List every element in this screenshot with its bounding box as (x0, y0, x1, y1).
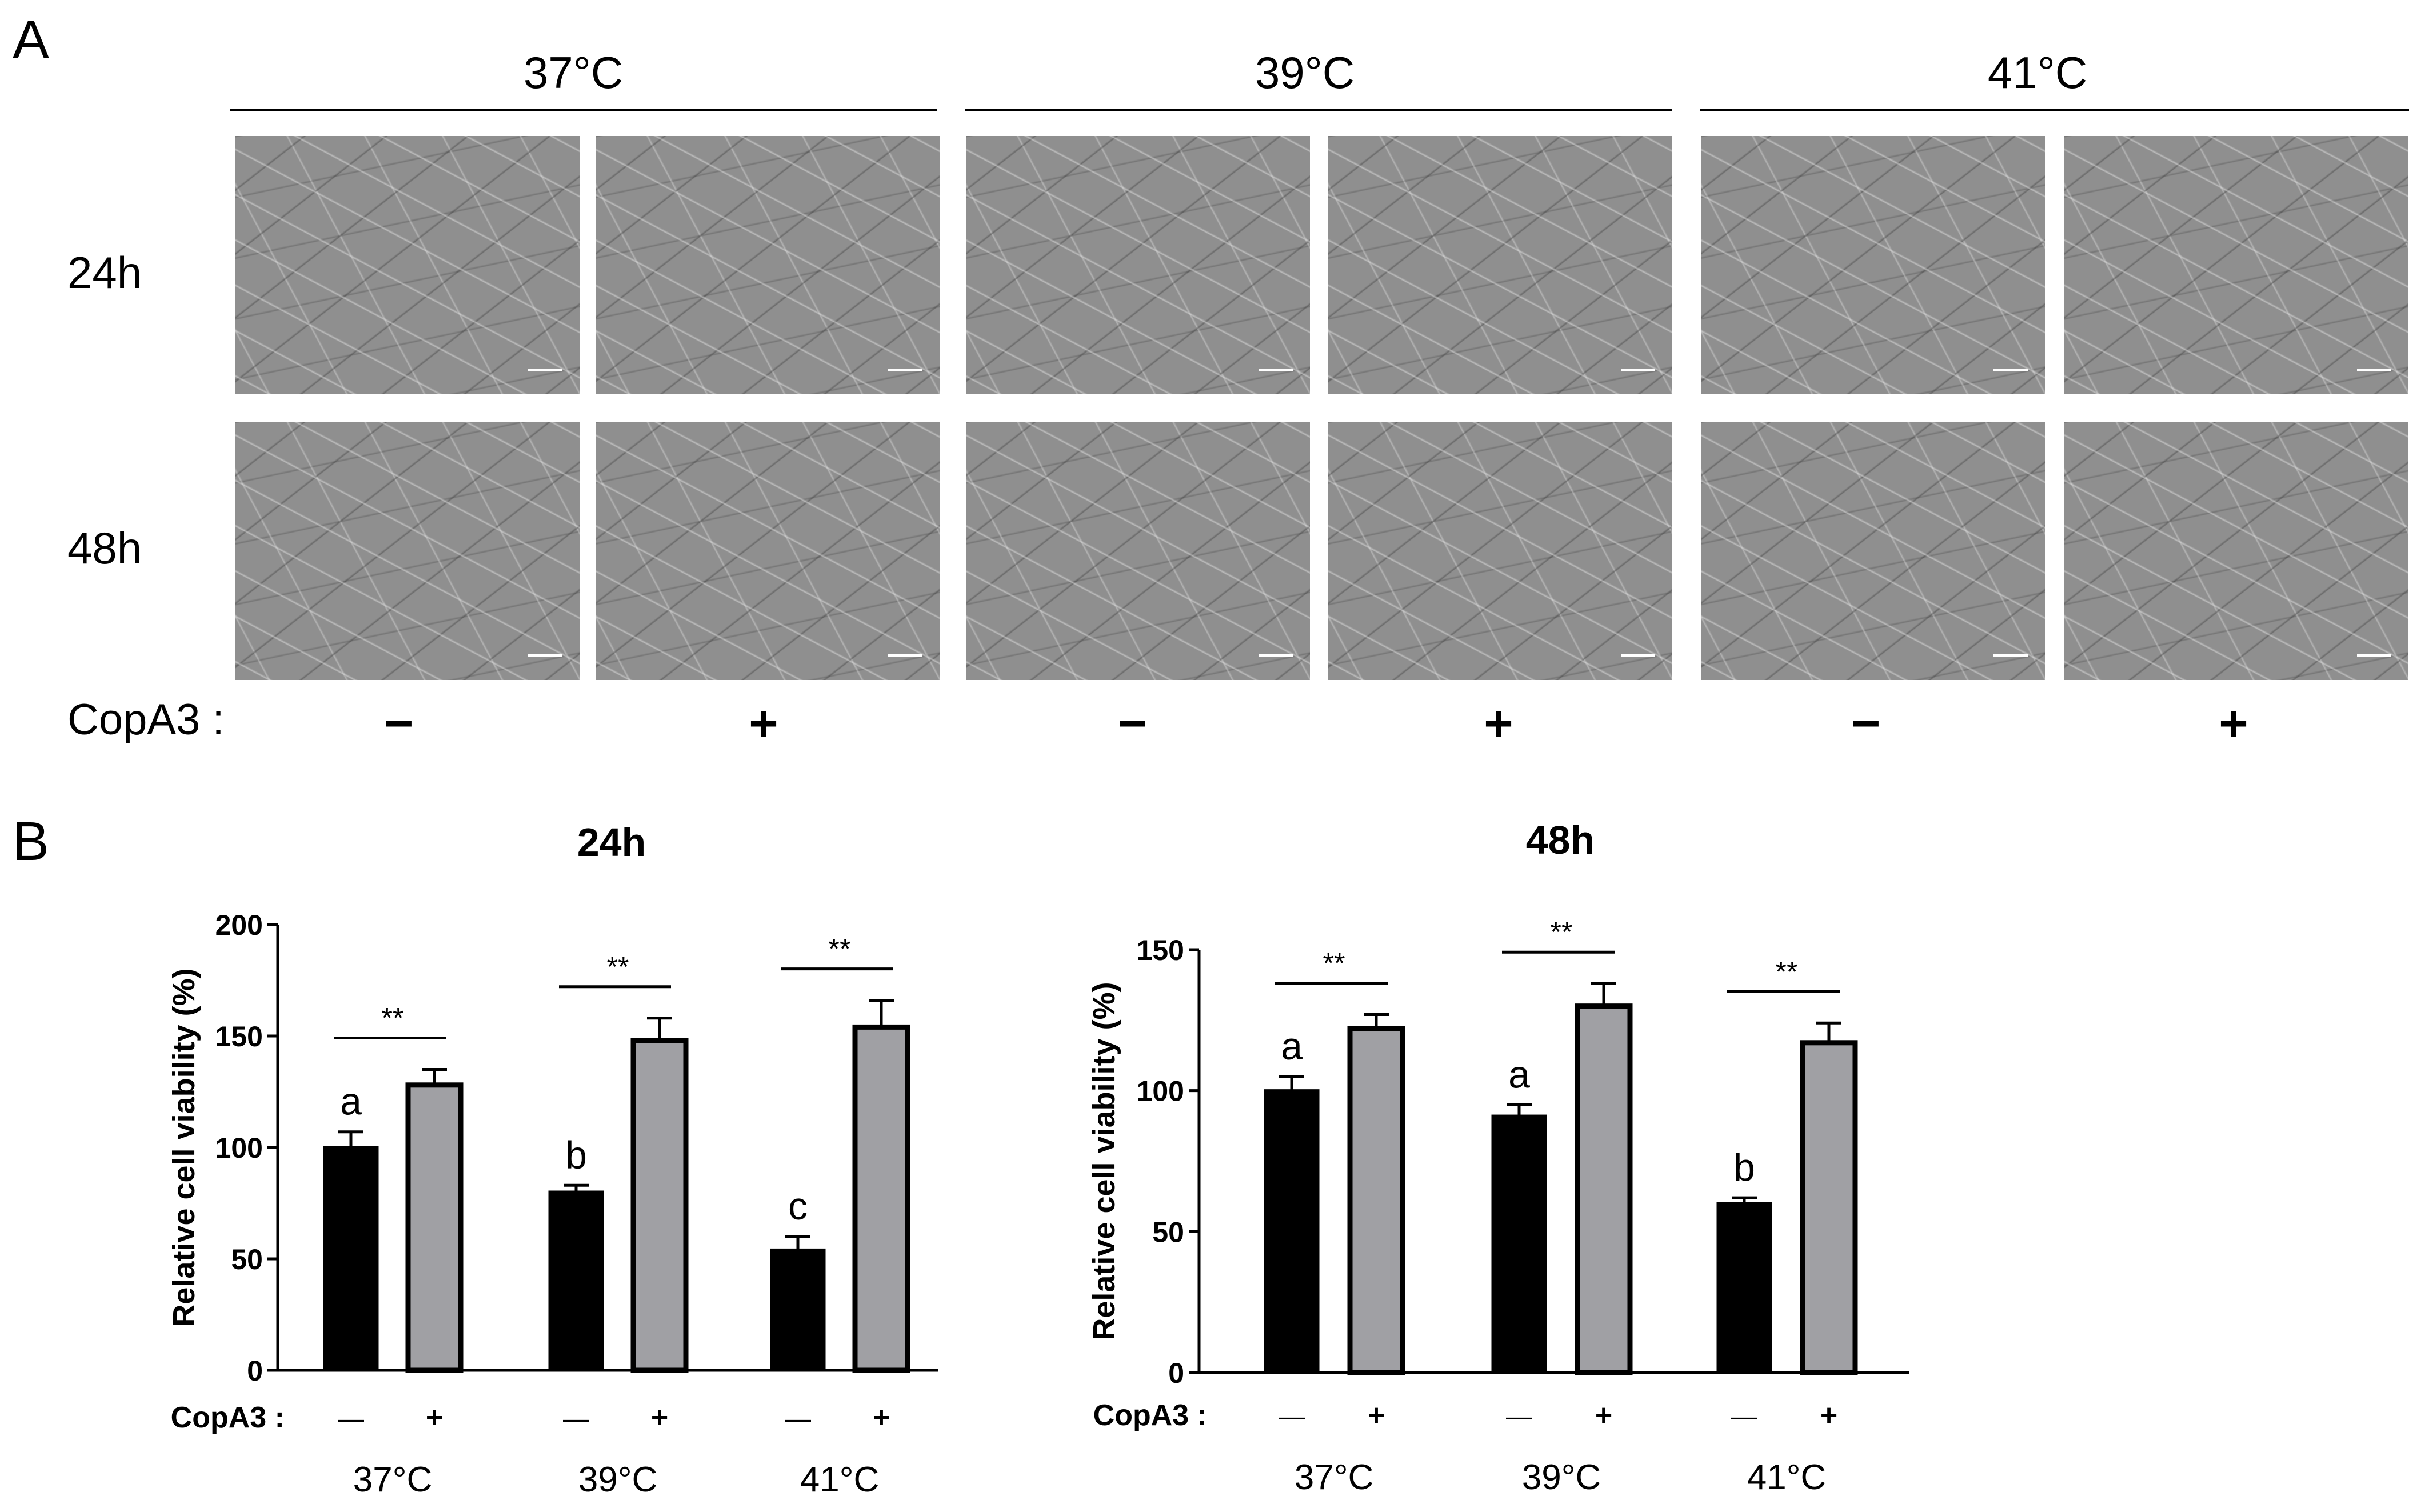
temp-label-41: 41°C (1987, 47, 2088, 98)
bar-minus (1264, 1089, 1320, 1374)
micrograph-24h-41-minus (1701, 136, 2045, 394)
significance-stars: ** (1551, 916, 1573, 948)
x-category-label: 37°C (1295, 1458, 1374, 1497)
copa3-sign-plus: + (1820, 1399, 1837, 1432)
x-category-label: 39°C (578, 1460, 658, 1499)
copa3-sign-minus: — (1279, 1401, 1305, 1431)
micrograph-48h-39-plus (1328, 422, 1672, 680)
micrograph-24h-39-minus (966, 136, 1310, 394)
row-label-48h: 48h (67, 523, 142, 573)
micrograph-48h-41-minus (1701, 422, 2045, 680)
y-tick-label: 200 (215, 909, 263, 941)
x-category-label: 39°C (1522, 1458, 1601, 1497)
copa3-sign-minus: — (338, 1403, 364, 1433)
micrograph-24h-41-plus (2064, 136, 2408, 394)
y-tick-label: 100 (215, 1132, 263, 1164)
copa3-sign-minus: — (1506, 1401, 1532, 1431)
copa3-sign-plus: + (873, 1401, 890, 1434)
bar-plus (1575, 1003, 1633, 1375)
copa3-sign-minus: — (563, 1403, 589, 1433)
sign-41-plus: + (2219, 695, 2248, 751)
y-tick-label: 150 (215, 1021, 263, 1053)
copa3-sign-plus: + (426, 1401, 443, 1434)
temp-label-37: 37°C (523, 47, 624, 98)
y-tick-label: 50 (1152, 1216, 1184, 1248)
y-axis-label: Relative cell viability (%) (167, 968, 201, 1326)
copa3-sign-minus: — (1731, 1401, 1757, 1431)
temp-label-39: 39°C (1255, 47, 1355, 98)
bar-minus (548, 1190, 604, 1372)
significance-stars: ** (382, 1002, 404, 1034)
chart-48h: 48h 0 50 100 150 Relative cell viability (%) a… (1087, 818, 1909, 1497)
copa3-sign-minus: — (785, 1403, 811, 1433)
bar-plus (1347, 1026, 1405, 1375)
copa3-sign-plus: + (651, 1401, 668, 1434)
row-label-24h: 24h (67, 247, 142, 298)
significance-stars: ** (1776, 955, 1798, 987)
y-tick-label: 0 (1168, 1357, 1184, 1389)
bar-plus (852, 1024, 910, 1373)
micrograph-48h-39-minus (966, 422, 1310, 680)
sign-39-plus: + (1484, 695, 1513, 751)
panel-b-letter: B (13, 811, 50, 872)
group-letter: a (340, 1080, 362, 1123)
y-tick-label: 100 (1137, 1075, 1184, 1107)
chart-title: 24h (577, 820, 646, 865)
micrograph-48h-37-minus (235, 422, 580, 680)
group-letter: a (1508, 1053, 1530, 1096)
sign-37-minus: − (384, 695, 414, 751)
y-tick-label: 50 (231, 1243, 263, 1275)
bar-plus (405, 1082, 464, 1373)
temp-divider-37 (230, 109, 937, 111)
bar-minus (323, 1146, 379, 1372)
copa3-sign-plus: + (1595, 1399, 1612, 1432)
y-tick-label: 0 (247, 1355, 263, 1387)
bar-plus (630, 1038, 689, 1373)
temp-divider-39 (965, 109, 1672, 111)
micrograph-48h-41-plus (2064, 422, 2408, 680)
y-tick-label: 150 (1137, 934, 1184, 966)
sign-39-minus: − (1118, 695, 1148, 751)
micrograph-24h-37-plus (596, 136, 940, 394)
temp-divider-41 (1700, 109, 2409, 111)
significance-stars: ** (829, 933, 851, 965)
group-letter: b (1733, 1146, 1755, 1189)
panel-a-letter: A (13, 9, 50, 70)
significance-stars: ** (607, 951, 629, 983)
bar-minus (1716, 1202, 1772, 1374)
x-category-label: 41°C (1747, 1458, 1827, 1497)
chart-title: 48h (1526, 818, 1595, 862)
copa3-label-a: CopA3 : (67, 695, 225, 744)
x-category-label: 37°C (353, 1460, 433, 1499)
group-letter: a (1281, 1025, 1303, 1068)
micrograph-24h-39-plus (1328, 136, 1672, 394)
sign-37-plus: + (749, 695, 778, 751)
copa3-label-b: CopA3 : (1093, 1399, 1207, 1432)
copa3-label-b: CopA3 : (171, 1401, 285, 1434)
bar-minus (770, 1248, 826, 1372)
chart-24h: 24h 0 50 100 150 200 Relative cell viability (… (167, 820, 938, 1499)
micrograph-24h-37-minus (235, 136, 580, 394)
group-letter: c (788, 1185, 808, 1228)
x-category-label: 41°C (800, 1460, 880, 1499)
bar-minus (1491, 1114, 1547, 1374)
y-axis-label: Relative cell viability (%) (1087, 982, 1121, 1340)
group-letter: b (565, 1133, 587, 1177)
significance-stars: ** (1323, 947, 1345, 979)
copa3-sign-plus: + (1368, 1399, 1385, 1432)
sign-41-minus: − (1851, 695, 1881, 751)
bar-plus (1800, 1040, 1858, 1375)
micrograph-48h-37-plus (596, 422, 940, 680)
